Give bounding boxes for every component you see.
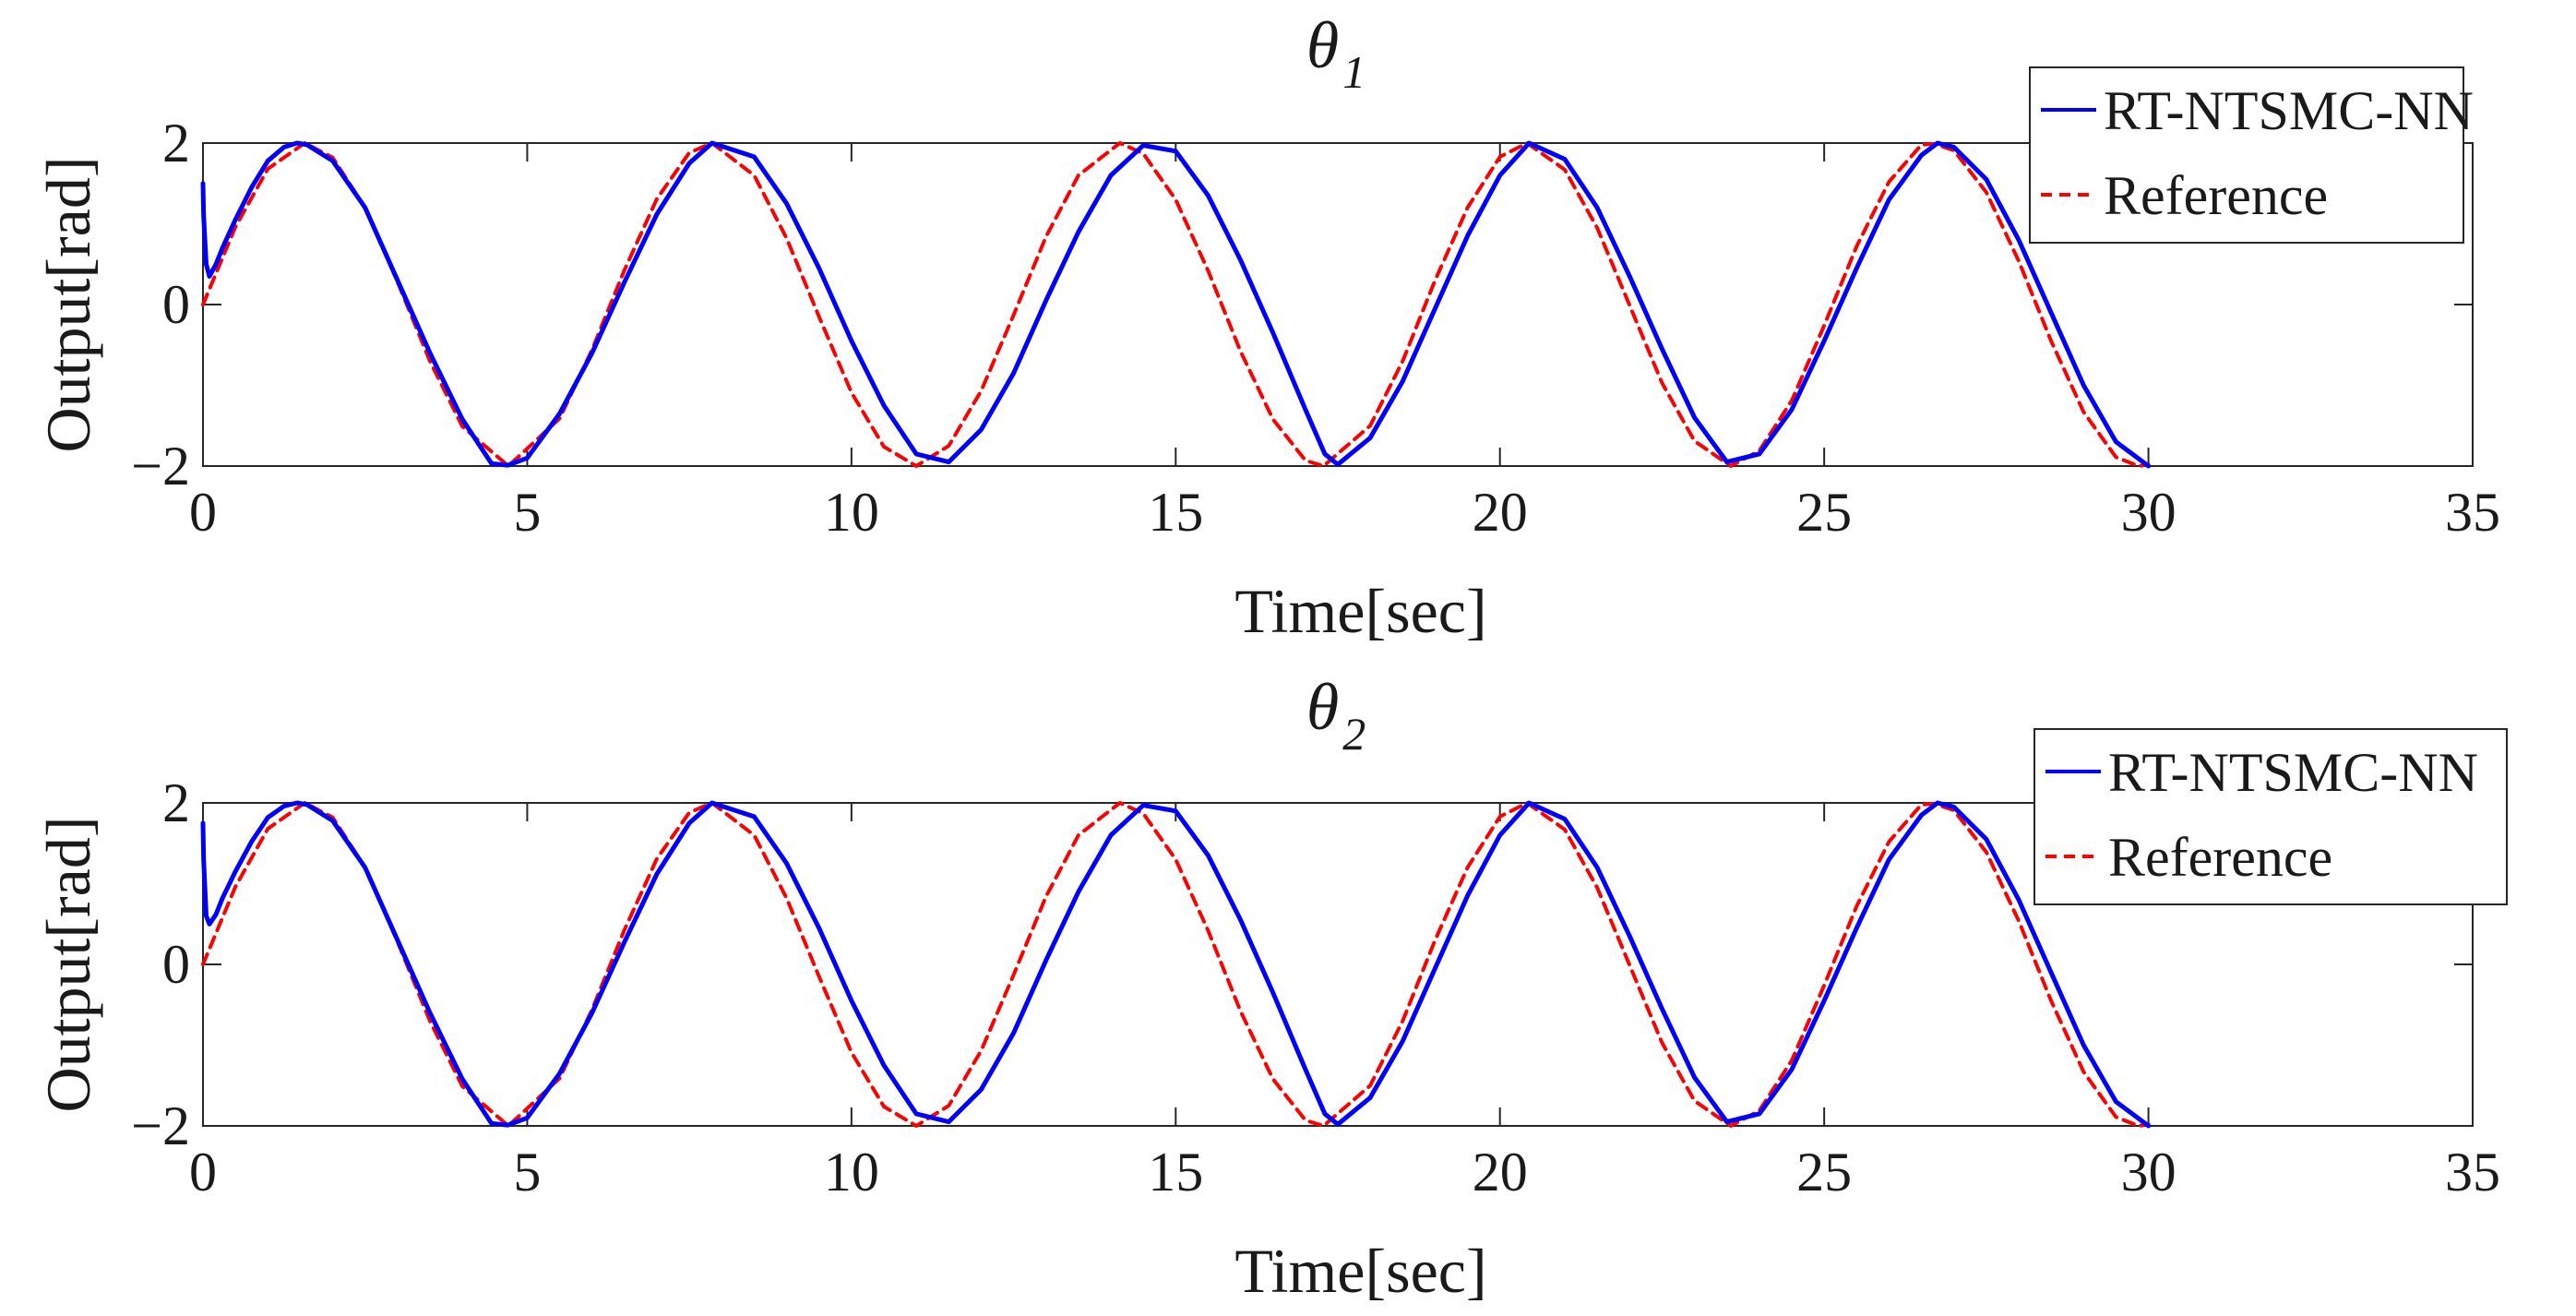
y-axis-label: Output[rad] — [33, 816, 103, 1112]
y-tick-label: 0 — [162, 934, 190, 995]
legend-entry-label: RT-NTSMC-NN — [2104, 80, 2474, 141]
legend-entry-label: Reference — [2108, 827, 2332, 888]
legend-box — [2033, 728, 2508, 905]
x-tick-label: 30 — [2121, 482, 2176, 543]
x-tick-label: 35 — [2445, 482, 2500, 543]
x-tick-label: 10 — [824, 1142, 879, 1202]
chart-title-symbol: θ — [1306, 670, 1339, 744]
chart-title-subscript: 2 — [1342, 708, 1366, 760]
chart-title: θ2 — [1306, 670, 1366, 760]
series-line-reference — [201, 801, 2151, 1128]
chart-panel-2: θ2 0 5 10 15 20 25 30 35 −202 Time[sec] Output[… — [33, 670, 2508, 1306]
y-axis-label: Output[rad] — [33, 156, 103, 452]
x-tick-label: 35 — [2445, 1142, 2500, 1202]
legend-entry-label: RT-NTSMC-NN — [2108, 742, 2478, 803]
y-tick-labels: −2 0 2 — [131, 113, 190, 496]
x-tick-label: 0 — [189, 1142, 217, 1202]
chart-title: θ1 — [1306, 8, 1366, 98]
series-line-reference — [201, 141, 2151, 468]
legend: RT-NTSMC-NN Reference — [2033, 728, 2508, 905]
x-axis-label: Time[sec] — [1234, 576, 1486, 646]
x-tick-label: 5 — [513, 1142, 541, 1202]
y-tick-label: −2 — [131, 436, 190, 496]
x-tick-label: 15 — [1148, 482, 1203, 543]
x-tick-label: 15 — [1148, 1142, 1203, 1202]
chart-title-subscript: 1 — [1342, 46, 1366, 98]
x-tick-label: 5 — [513, 482, 541, 543]
y-tick-label: 0 — [162, 274, 190, 335]
y-tick-labels: −2 0 2 — [131, 772, 190, 1156]
x-tick-label: 25 — [1796, 482, 1852, 543]
y-tick-label: 2 — [162, 772, 190, 833]
x-tick-label: 30 — [2121, 1142, 2176, 1202]
x-tick-label: 20 — [1473, 1142, 1528, 1202]
chart-panel-1: θ1 0 5 10 15 20 25 30 35 −202 Time[sec] Output[… — [33, 8, 2500, 646]
series-lines — [200, 140, 2152, 469]
chart-title-symbol: θ — [1306, 8, 1339, 82]
legend: RT-NTSMC-NN Reference — [2029, 66, 2474, 244]
x-tick-labels: 0 5 10 15 20 25 30 35 — [189, 1142, 2500, 1202]
x-tick-label: 20 — [1473, 482, 1528, 543]
x-axis-label: Time[sec] — [1234, 1236, 1486, 1306]
y-tick-label: −2 — [131, 1095, 190, 1156]
y-tick-label: 2 — [162, 113, 190, 173]
series-lines — [200, 800, 2152, 1129]
x-tick-labels: 0 5 10 15 20 25 30 35 — [189, 482, 2500, 543]
x-tick-label: 10 — [824, 482, 879, 543]
x-tick-label: 25 — [1796, 1142, 1852, 1202]
series-line-output — [200, 140, 2152, 469]
series-line-output — [200, 800, 2152, 1129]
legend-box — [2029, 66, 2464, 244]
legend-entry-label: Reference — [2104, 165, 2328, 226]
x-tick-label: 0 — [189, 482, 217, 543]
